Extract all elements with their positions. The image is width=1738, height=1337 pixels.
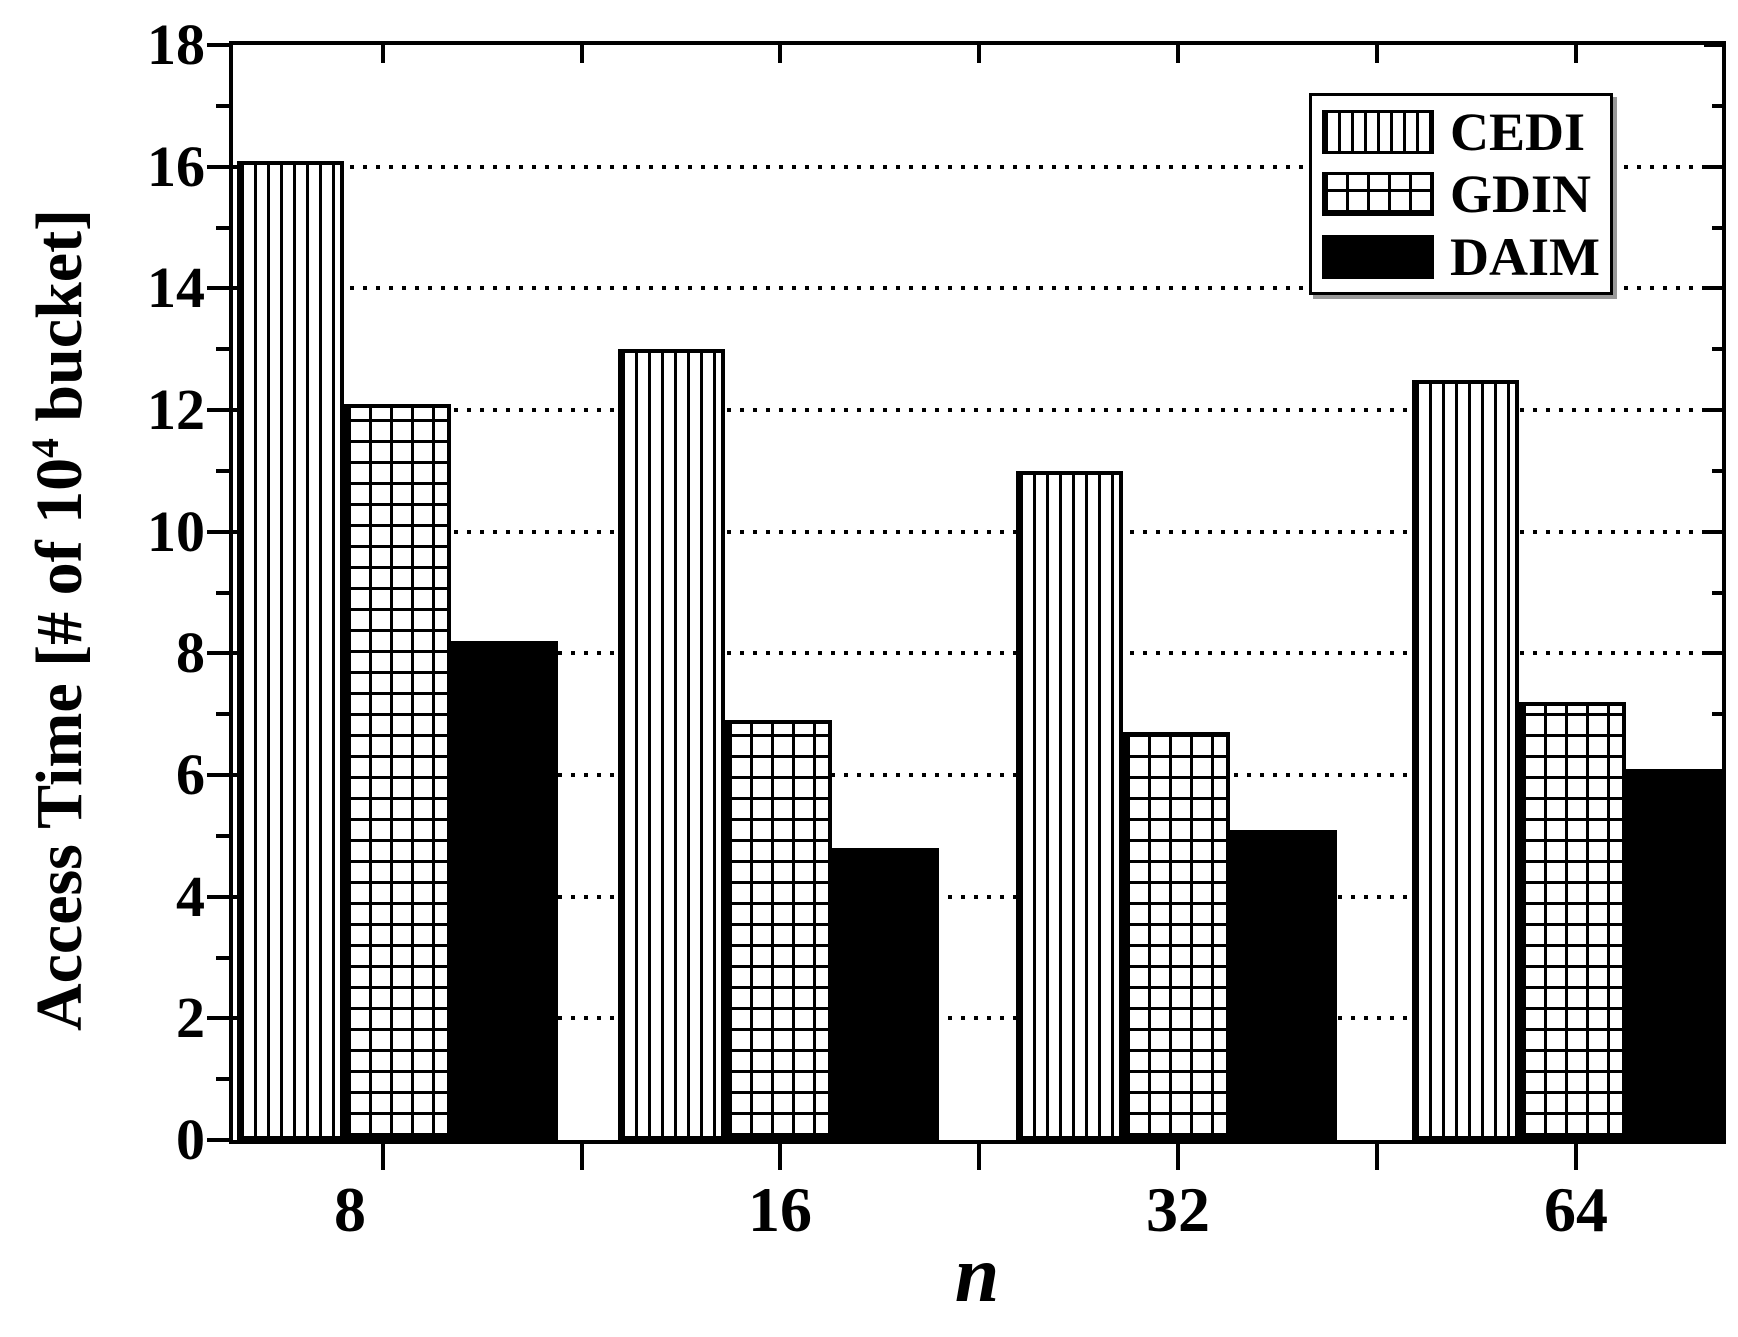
gridline-y-14 — [233, 286, 1722, 291]
y-axis-minor-tick — [216, 712, 229, 717]
y-axis-minor-tick — [216, 590, 229, 595]
y-axis-right-tick — [1704, 773, 1722, 777]
y-tick-label: 8 — [176, 620, 205, 686]
y-axis-major-tick — [207, 286, 229, 291]
y-axis-major-tick — [207, 43, 229, 47]
bar-daim-n64 — [1626, 769, 1722, 1140]
x-axis-top-tick — [977, 45, 981, 63]
x-tick-label: 8 — [334, 1174, 366, 1245]
gridline-y-16 — [233, 164, 1722, 169]
x-tick-label: 16 — [748, 1174, 812, 1245]
y-axis-minor-tick — [216, 347, 229, 352]
y-tick-label: 16 — [147, 133, 205, 199]
y-axis-right-tick — [1704, 43, 1722, 47]
bar-cedi-n8 — [237, 161, 344, 1140]
x-axis-tick — [381, 1144, 385, 1170]
bar-cedi-n16 — [618, 349, 725, 1140]
x-axis-top-tick — [778, 45, 782, 63]
bar-gdin-n16 — [725, 720, 832, 1140]
legend-row: GDIN — [1322, 167, 1610, 221]
legend-label: CEDI — [1450, 101, 1586, 162]
gridline-y-12 — [233, 408, 1722, 412]
bar-gdin-n8 — [344, 404, 451, 1140]
y-axis-right-minor-tick — [1712, 1077, 1722, 1082]
grid-crosshatch-swatch-icon — [1322, 172, 1434, 216]
y-axis-right-tick — [1704, 529, 1722, 534]
gridline-y-4 — [233, 894, 1722, 899]
y-axis-right-minor-tick — [1712, 833, 1722, 838]
y-axis-major-tick — [207, 164, 229, 169]
y-axis-minor-tick — [216, 103, 229, 108]
y-axis-right-minor-tick — [1712, 225, 1722, 230]
y-axis-major-tick — [207, 773, 229, 777]
vertical-stripes-swatch-icon — [1322, 109, 1434, 154]
y-tick-label: 18 — [147, 12, 205, 77]
x-axis-top-tick — [1176, 45, 1180, 63]
x-axis-tick — [580, 1144, 584, 1170]
gridline-y-6 — [233, 773, 1722, 777]
x-axis-top-tick — [580, 45, 584, 63]
legend-label: DAIM — [1450, 226, 1600, 287]
y-axis-minor-tick — [216, 1077, 229, 1082]
x-axis-tick — [977, 1144, 981, 1170]
y-axis-major-tick — [207, 894, 229, 899]
legend-row: DAIM — [1322, 230, 1610, 284]
x-axis-title: n — [954, 1231, 1000, 1319]
x-axis-tick — [1375, 1144, 1379, 1170]
y-axis-right-minor-tick — [1712, 347, 1722, 352]
y-tick-label: 0 — [176, 1107, 205, 1172]
bar-gdin-n64 — [1519, 702, 1626, 1140]
gridline-y-8 — [233, 651, 1722, 656]
y-axis-right-minor-tick — [1712, 468, 1722, 473]
y-axis-major-tick — [207, 529, 229, 534]
y-axis-title-exponent: 4 — [23, 438, 67, 458]
y-axis-right-tick — [1704, 286, 1722, 291]
y-axis-right-tick — [1704, 164, 1722, 169]
y-axis-right-tick — [1704, 408, 1722, 412]
y-axis-right-minor-tick — [1712, 590, 1722, 595]
y-axis-minor-tick — [216, 833, 229, 838]
y-axis-major-tick — [207, 1138, 229, 1142]
legend: CEDI GDIN DAIM — [1309, 93, 1613, 295]
y-axis-right-tick — [1704, 651, 1722, 656]
y-tick-label: 12 — [147, 377, 205, 442]
gridline-y-2 — [233, 1016, 1722, 1021]
y-axis-right-tick — [1704, 1138, 1722, 1142]
y-tick-label: 10 — [147, 498, 205, 564]
x-tick-label: 32 — [1146, 1174, 1210, 1245]
y-tick-label: 4 — [176, 863, 205, 929]
bar-daim-n8 — [451, 641, 558, 1140]
bar-gdin-n32 — [1123, 732, 1230, 1140]
y-axis-major-tick — [207, 1016, 229, 1021]
y-tick-label: 14 — [147, 255, 205, 321]
bar-daim-n32 — [1230, 830, 1337, 1140]
y-axis-major-tick — [207, 408, 229, 412]
x-axis-tick — [778, 1144, 782, 1170]
y-axis-minor-tick — [216, 955, 229, 960]
y-tick-label: 2 — [176, 985, 205, 1051]
y-axis-right-tick — [1704, 1016, 1722, 1021]
x-tick-label: 64 — [1544, 1174, 1608, 1245]
bar-cedi-n64 — [1412, 380, 1519, 1140]
y-axis-right-minor-tick — [1712, 955, 1722, 960]
y-axis-right-tick — [1704, 894, 1722, 899]
y-axis-minor-tick — [216, 468, 229, 473]
legend-row: CEDI — [1322, 105, 1610, 159]
x-axis-top-tick — [381, 45, 385, 63]
bar-daim-n16 — [832, 848, 939, 1140]
x-axis-tick — [1574, 1144, 1578, 1170]
bar-cedi-n32 — [1016, 471, 1123, 1140]
solid-black-swatch-icon — [1322, 234, 1434, 279]
gridline-y-10 — [233, 529, 1722, 534]
legend-label: GDIN — [1450, 164, 1592, 224]
x-axis-top-tick — [1574, 45, 1578, 63]
y-axis-right-minor-tick — [1712, 712, 1722, 717]
y-axis-major-tick — [207, 651, 229, 656]
y-axis-minor-tick — [216, 225, 229, 230]
x-axis-top-tick — [1375, 45, 1379, 63]
y-tick-label: 6 — [176, 742, 205, 807]
x-axis-tick — [1176, 1144, 1180, 1170]
y-axis-right-minor-tick — [1712, 103, 1722, 108]
